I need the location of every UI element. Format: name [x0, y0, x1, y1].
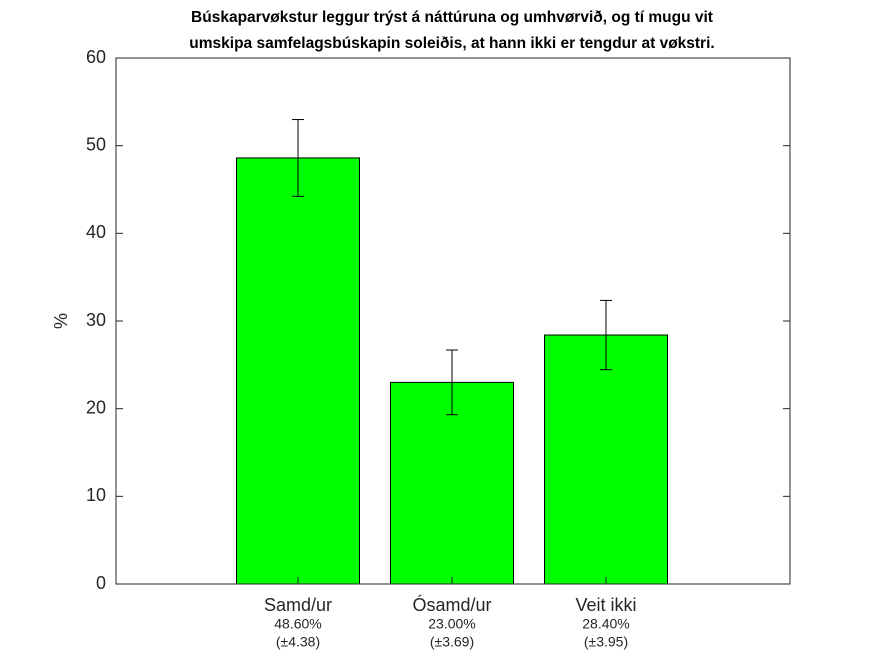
value-label: 28.40%	[582, 616, 629, 632]
chart-title: umskipa samfelagsbúskapin soleiðis, at h…	[189, 35, 714, 52]
x-tick-label: Ósamd/ur	[412, 594, 491, 615]
value-label: 48.60%	[274, 616, 321, 632]
y-tick-label: 60	[86, 47, 106, 67]
bar	[236, 157, 360, 585]
error-label: (±4.38)	[276, 634, 320, 650]
x-tick-label: Veit ikki	[575, 595, 636, 615]
y-tick-label: 40	[86, 222, 106, 242]
plot-frame	[115, 57, 791, 585]
y-tick-label: 10	[86, 485, 106, 505]
x-tick-label: Samd/ur	[264, 595, 332, 615]
y-tick-label: 0	[96, 573, 106, 593]
value-label: 23.00%	[428, 616, 475, 632]
bar	[544, 334, 668, 585]
error-label: (±3.95)	[584, 634, 628, 650]
y-tick-label: 20	[86, 397, 106, 417]
y-axis-label: %	[51, 313, 71, 329]
y-tick-label: 50	[86, 134, 106, 154]
chart-title: Búskaparvøkstur leggur trýst á náttúruna…	[191, 9, 713, 26]
error-label: (±3.69)	[430, 634, 474, 650]
y-tick-label: 30	[86, 310, 106, 330]
